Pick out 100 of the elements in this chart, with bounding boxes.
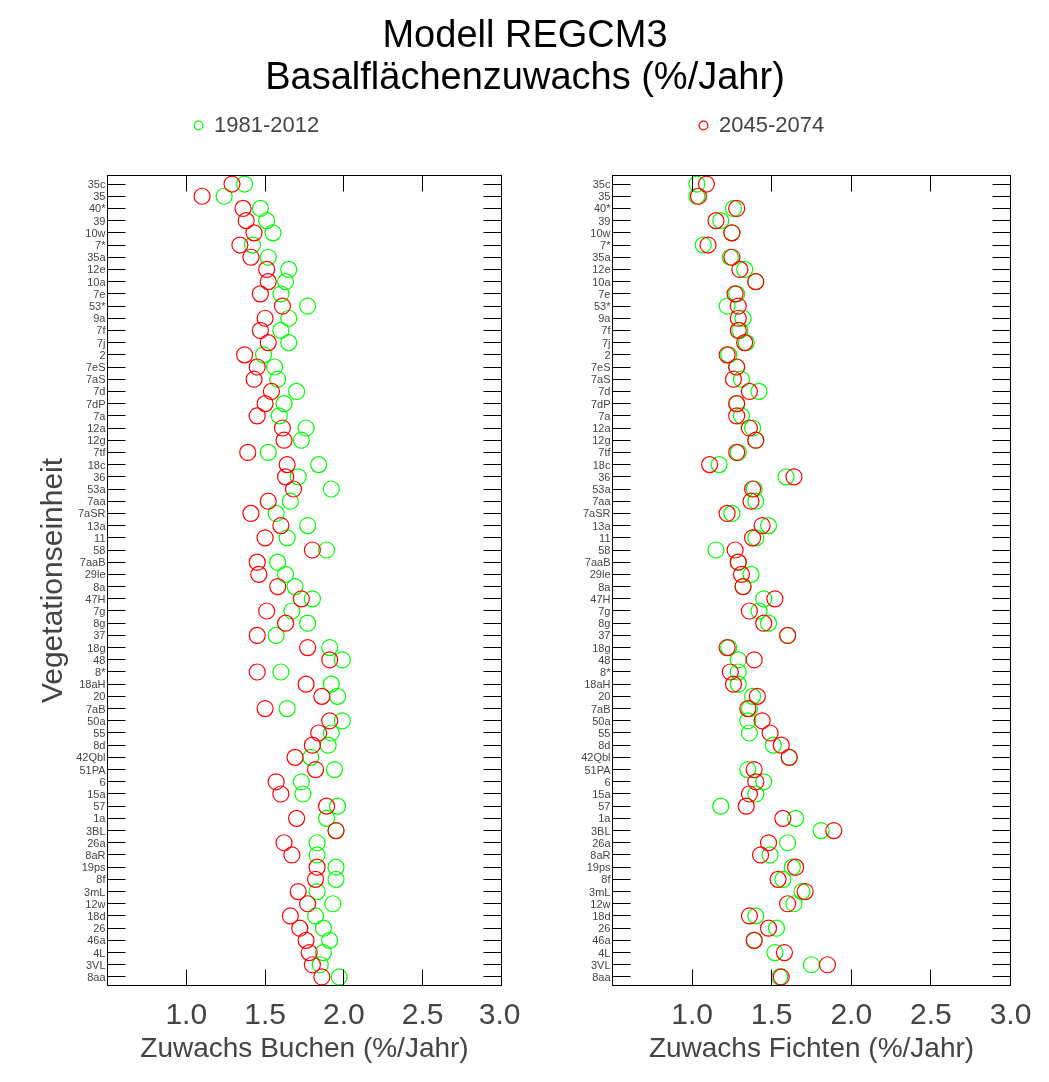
y-tick-label: 48 (598, 653, 611, 666)
y-tick-label: 6 (604, 775, 611, 788)
y-tick-label: 8d (598, 739, 611, 752)
y-tick-label: 40* (88, 202, 107, 215)
x-axis-title: Zuwachs Buchen (%/Jahr) (140, 1031, 469, 1063)
y-tick-label: 2 (99, 348, 106, 361)
legend-label: 2045-2074 (719, 112, 825, 138)
y-tick-label: 7e (598, 287, 611, 300)
y-tick-label: 36 (93, 470, 106, 483)
y-tick-label: 47H (590, 592, 611, 605)
y-tick-label: 8a (93, 580, 107, 593)
y-tick-label: 53* (593, 300, 612, 313)
y-tick-label: 42Qbl (76, 751, 106, 764)
y-tick-label: 7eS (590, 361, 611, 374)
y-tick-label: 4L (93, 946, 106, 959)
y-tick-label: 26 (93, 922, 106, 935)
y-tick-label: 13a (592, 519, 612, 532)
y-tick-label: 26a (592, 836, 612, 849)
x-tick-label: 3.0 (478, 996, 521, 1030)
y-tick-label: 35a (87, 251, 107, 264)
y-tick-label: 2 (604, 348, 611, 361)
y-tick-label: 58 (598, 544, 611, 556)
y-tick-label: 11 (94, 531, 106, 544)
y-tick-label: 8aa (87, 970, 107, 983)
y-tick-label: 9a (93, 312, 107, 325)
chart-subtitle: Basalflächenzuwachs (%/Jahr) (265, 54, 785, 97)
legend-label: 1981-2012 (214, 112, 320, 138)
y-tick-label: 7aB (85, 702, 106, 715)
y-tick-label: 10w (85, 226, 106, 239)
y-tick-label: 18d (87, 909, 106, 922)
y-tick-label: 53a (87, 483, 107, 496)
y-tick-label: 7aaB (584, 556, 611, 569)
y-tick-label: 7j (96, 336, 106, 349)
y-tick-label: 26 (598, 922, 611, 935)
y-tick-label: 7a (598, 409, 612, 422)
y-tick-label: 7aS (85, 373, 106, 386)
y-tick-label: 55 (93, 726, 106, 739)
y-tick-label: 35 (93, 190, 106, 203)
y-tick-label: 8d (93, 739, 106, 752)
x-tick-label: 2.0 (830, 996, 873, 1030)
y-tick-label: 12a (592, 422, 612, 435)
y-tick-label: 50a (592, 714, 612, 727)
y-tick-label: 50a (87, 714, 107, 727)
y-tick-label: 35c (87, 178, 106, 191)
x-axis-title: Zuwachs Fichten (%/Jahr) (648, 1031, 975, 1063)
y-tick-label: 29le (589, 568, 611, 581)
y-tick-label: 18g (87, 641, 106, 654)
y-tick-label: 39 (93, 214, 106, 227)
y-tick-label: 19ps (81, 861, 106, 874)
y-tick-label: 3VL (590, 958, 611, 971)
y-tick-label: 18g (592, 641, 611, 654)
x-tick-label: 1.5 (244, 996, 286, 1030)
y-tick-label: 9a (598, 312, 612, 325)
y-tick-label: 7g (598, 605, 611, 617)
y-tick-label: 46a (87, 934, 107, 947)
y-tick-label: 12e (592, 263, 611, 276)
y-tick-label: 15a (87, 787, 107, 800)
y-tick-label: 10w (590, 226, 611, 239)
x-tick-label: 2.0 (323, 996, 365, 1030)
y-tick-label: 7f (601, 324, 612, 337)
y-tick-label: 12g (87, 434, 106, 447)
y-tick-label: 12a (87, 422, 107, 435)
x-tick-label: 1.0 (671, 996, 713, 1030)
y-tick-label: 57 (598, 800, 611, 813)
y-tick-label: 42Qbl (581, 751, 611, 764)
y-tick-label: 18d (592, 909, 611, 922)
y-axis-title: Vegetationseinheit (35, 457, 69, 704)
y-tick-label: 11 (599, 531, 611, 544)
y-tick-label: 8f (601, 873, 612, 886)
x-tick-label: 2.5 (910, 996, 952, 1030)
y-tick-label: 51PA (79, 763, 107, 776)
y-tick-label: 7d (93, 385, 106, 398)
y-tick-label: 18aH (584, 678, 611, 691)
y-tick-label: 53a (592, 483, 612, 496)
y-tick-label: 20 (598, 690, 611, 703)
y-tick-label: 13a (87, 519, 107, 532)
y-tick-label: 7j (601, 336, 611, 349)
y-tick-label: 18aH (79, 678, 106, 691)
y-tick-label: 8* (600, 665, 612, 678)
y-tick-label: 8g (93, 617, 106, 630)
y-tick-label: 8aR (85, 848, 106, 861)
y-tick-label: 48 (93, 653, 106, 666)
y-tick-label: 3mL (589, 885, 611, 898)
x-tick-label: 1.5 (750, 996, 793, 1030)
y-tick-label: 7tf (93, 446, 107, 459)
y-tick-label: 26a (87, 836, 107, 849)
y-tick-label: 7* (600, 239, 612, 252)
y-tick-label: 7d (598, 385, 611, 398)
x-tick-label: 3.0 (989, 996, 1032, 1030)
y-tick-label: 7f (96, 324, 107, 337)
y-tick-label: 53* (88, 300, 107, 313)
y-tick-label: 7aSR (77, 507, 106, 520)
y-tick-label: 7dP (590, 397, 611, 410)
y-tick-label: 8f (96, 873, 107, 886)
y-tick-label: 1a (598, 812, 612, 825)
y-tick-label: 18c (87, 458, 106, 471)
y-tick-label: 8aa (592, 970, 612, 983)
y-tick-label: 7dP (85, 397, 106, 410)
y-tick-label: 7a (93, 409, 107, 422)
y-tick-label: 12e (87, 263, 106, 276)
